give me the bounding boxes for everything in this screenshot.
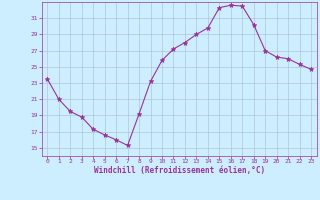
X-axis label: Windchill (Refroidissement éolien,°C): Windchill (Refroidissement éolien,°C) [94,166,265,175]
